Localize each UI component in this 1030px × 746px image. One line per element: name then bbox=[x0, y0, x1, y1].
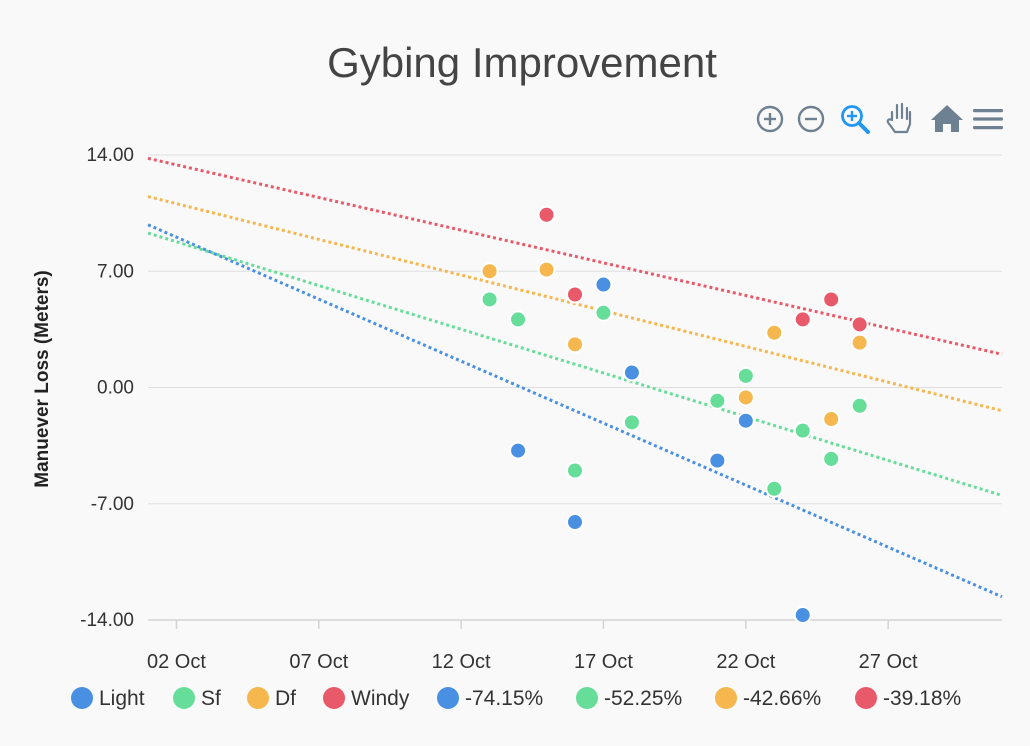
data-point[interactable] bbox=[736, 366, 755, 385]
data-point[interactable] bbox=[850, 315, 869, 334]
pan-hand-icon[interactable] bbox=[886, 102, 914, 134]
legend-item[interactable]: -39.18% bbox=[855, 687, 961, 710]
x-tick-label: 22 Oct bbox=[716, 651, 775, 673]
data-point[interactable] bbox=[594, 275, 613, 294]
legend-marker bbox=[437, 687, 459, 709]
grid bbox=[148, 154, 1002, 621]
menu-icon[interactable] bbox=[972, 106, 1004, 132]
data-point[interactable] bbox=[708, 451, 727, 470]
legend-label: Sf bbox=[201, 687, 221, 710]
data-point[interactable] bbox=[736, 411, 755, 430]
data-point[interactable] bbox=[793, 606, 812, 625]
data-point[interactable] bbox=[736, 388, 755, 407]
y-tick-label: 7.00 bbox=[97, 261, 134, 282]
x-axis: 02 Oct 07 Oct 12 Oct 17 Oct 22 Oct 27 Oct bbox=[147, 619, 1002, 673]
data-point[interactable] bbox=[537, 205, 556, 224]
legend-label: Df bbox=[275, 687, 296, 710]
data-point[interactable] bbox=[566, 461, 584, 480]
trendlines bbox=[147, 156, 1003, 599]
x-tick-label: 12 Oct bbox=[432, 651, 491, 673]
legend-label: -52.25% bbox=[604, 687, 682, 710]
y-tick-label: -14.00 bbox=[80, 610, 134, 631]
y-tick-label: 14.00 bbox=[86, 145, 134, 166]
selection-zoom-icon[interactable] bbox=[840, 102, 870, 134]
legend-marker bbox=[715, 687, 737, 709]
trendline bbox=[147, 223, 1003, 599]
y-axis-label: Manuever Loss (Meters) bbox=[32, 270, 53, 488]
legend-label: Windy bbox=[351, 687, 410, 710]
data-point[interactable] bbox=[708, 391, 727, 410]
data-point[interactable] bbox=[509, 310, 528, 329]
legend-item[interactable]: -74.15% bbox=[437, 687, 543, 710]
data-point[interactable] bbox=[480, 290, 499, 309]
legend-item[interactable]: Sf bbox=[173, 687, 221, 710]
data-point[interactable] bbox=[765, 323, 784, 342]
data-point[interactable] bbox=[594, 303, 613, 322]
legend-label: -39.18% bbox=[883, 687, 961, 710]
data-point[interactable] bbox=[765, 479, 784, 498]
home-reset-icon[interactable] bbox=[931, 103, 963, 135]
legend-marker bbox=[247, 687, 269, 709]
data-point[interactable] bbox=[622, 363, 641, 382]
data-point[interactable] bbox=[537, 260, 556, 279]
data-point[interactable] bbox=[509, 441, 528, 460]
data-point[interactable] bbox=[793, 310, 812, 329]
legend-item[interactable]: -42.66% bbox=[715, 687, 821, 710]
data-points bbox=[480, 205, 869, 625]
legend-marker bbox=[576, 687, 598, 709]
trendline bbox=[147, 231, 1003, 497]
trendline bbox=[147, 156, 1003, 356]
legend-label: -74.15% bbox=[465, 687, 543, 710]
legend-marker bbox=[173, 687, 195, 709]
legend-item[interactable]: Windy bbox=[323, 687, 410, 710]
data-point[interactable] bbox=[822, 410, 841, 429]
data-point[interactable] bbox=[480, 262, 499, 281]
legend: Light Sf Df Windy -74.15% -52.25% -42.66% -39.1… bbox=[71, 687, 961, 710]
legend-label: Light bbox=[99, 687, 145, 710]
legend-marker bbox=[323, 687, 345, 709]
chart-title: Gybing Improvement bbox=[327, 39, 717, 86]
chart-toolbar bbox=[756, 102, 1004, 135]
trendline bbox=[147, 195, 1003, 413]
data-point[interactable] bbox=[850, 333, 869, 352]
data-point[interactable] bbox=[793, 421, 812, 440]
x-tick-label: 17 Oct bbox=[574, 651, 633, 673]
legend-label: -42.66% bbox=[743, 687, 821, 710]
zoom-out-icon[interactable] bbox=[797, 105, 825, 133]
y-axis: 14.00 7.00 0.00 -7.00 -14.00 bbox=[80, 145, 134, 631]
legend-item[interactable]: Df bbox=[247, 687, 296, 710]
data-point[interactable] bbox=[822, 449, 841, 468]
data-point[interactable] bbox=[566, 335, 584, 354]
data-point[interactable] bbox=[850, 396, 869, 415]
legend-marker bbox=[71, 687, 93, 709]
x-tick-label: 02 Oct bbox=[147, 651, 206, 673]
y-tick-label: 0.00 bbox=[97, 378, 134, 399]
legend-marker bbox=[855, 687, 877, 709]
data-point[interactable] bbox=[822, 290, 841, 309]
data-point[interactable] bbox=[566, 285, 584, 304]
legend-item[interactable]: Light bbox=[71, 687, 145, 710]
legend-item[interactable]: -52.25% bbox=[576, 687, 682, 710]
zoom-in-icon[interactable] bbox=[756, 105, 784, 133]
x-tick-label: 27 Oct bbox=[859, 651, 918, 673]
x-tick-label: 07 Oct bbox=[289, 651, 348, 673]
data-point[interactable] bbox=[622, 413, 641, 432]
y-tick-label: -7.00 bbox=[91, 494, 134, 515]
data-point[interactable] bbox=[566, 513, 584, 532]
